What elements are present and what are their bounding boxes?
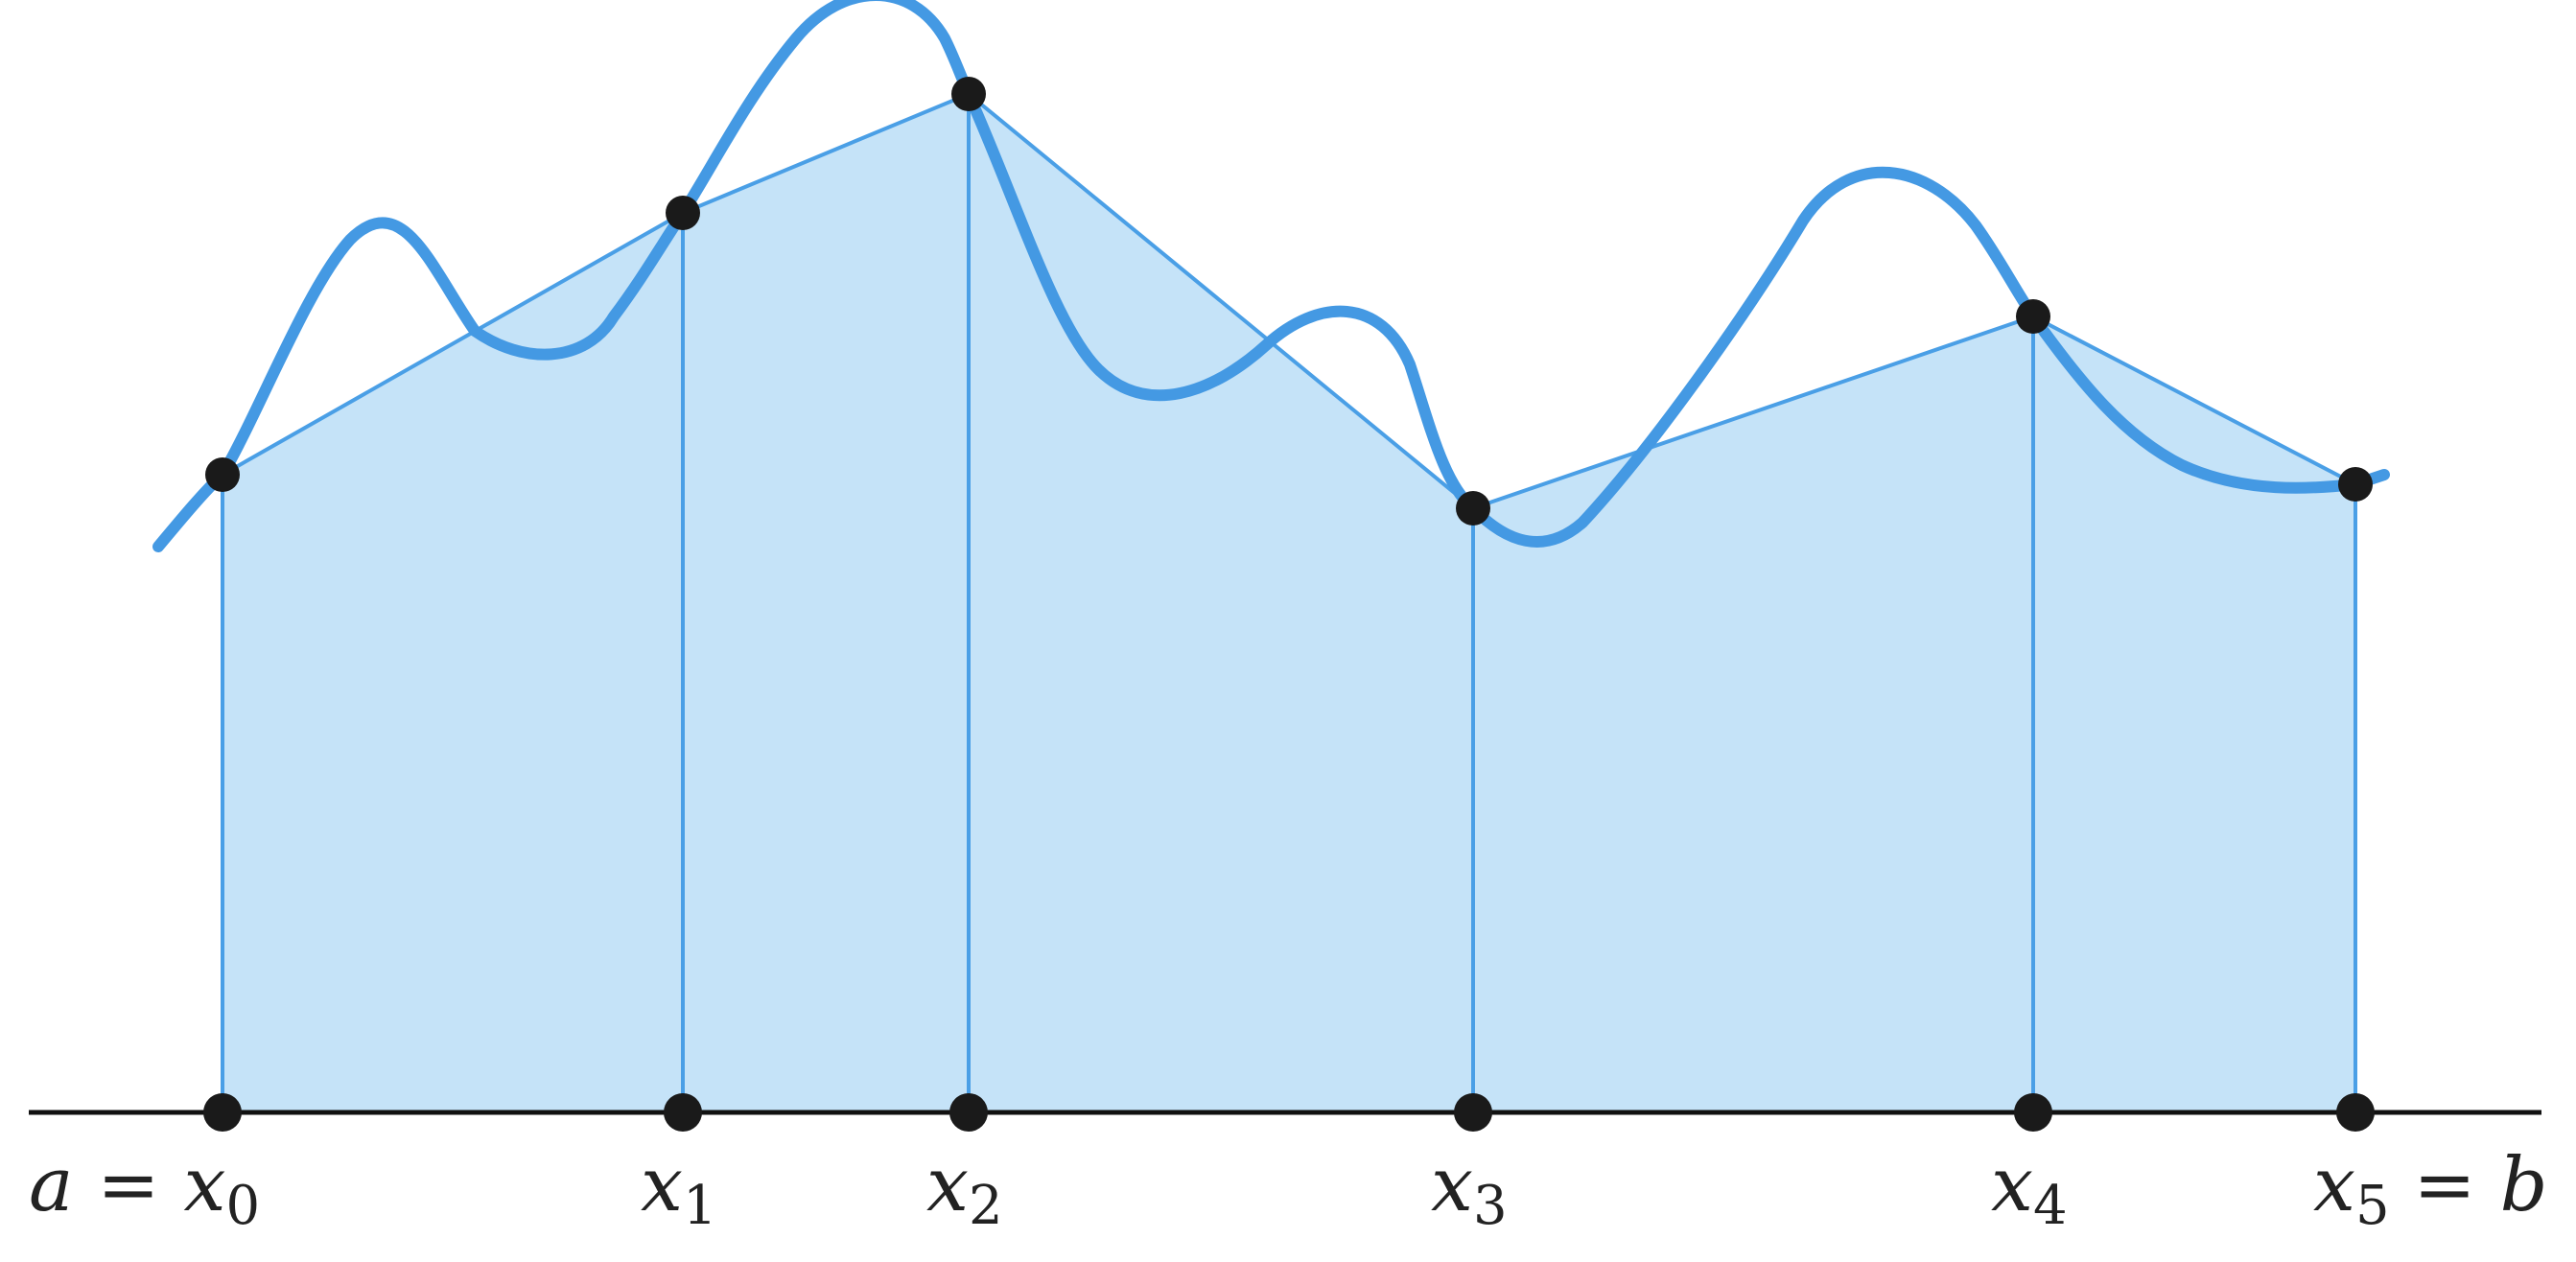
curve-points [205, 77, 2373, 526]
axis-point-x3 [1454, 1093, 1492, 1132]
axis-point-x4 [2014, 1093, 2052, 1132]
label-x5: x5 = b [2313, 1142, 2548, 1237]
chord-polyline [222, 91, 2356, 511]
curve-point-x2 [951, 77, 986, 111]
label-x2: x2 [926, 1142, 1003, 1237]
axis-points [203, 1093, 2375, 1132]
axis-point-x0 [203, 1093, 242, 1132]
tick-labels: a = x0 x1 x2 x3 x4 x5 = b [29, 1142, 2548, 1237]
axis-point-x5 [2336, 1093, 2375, 1132]
curve-point-x0 [205, 457, 240, 492]
curve-point-x3 [1456, 491, 1490, 526]
function-curve [152, 0, 2390, 552]
label-x3: x3 [1431, 1142, 1508, 1237]
axis-point-x2 [949, 1093, 988, 1132]
axis-point-x1 [664, 1093, 702, 1132]
curve-point-x4 [2016, 299, 2050, 334]
curve-point-x1 [666, 196, 700, 230]
label-x1: x1 [641, 1142, 717, 1237]
trapezoid-area [222, 94, 2355, 1112]
partition-lines [221, 94, 2357, 1112]
label-x4: x4 [1991, 1142, 2068, 1237]
curve-point-x5 [2338, 467, 2373, 502]
label-x0: a = x0 [29, 1142, 260, 1237]
